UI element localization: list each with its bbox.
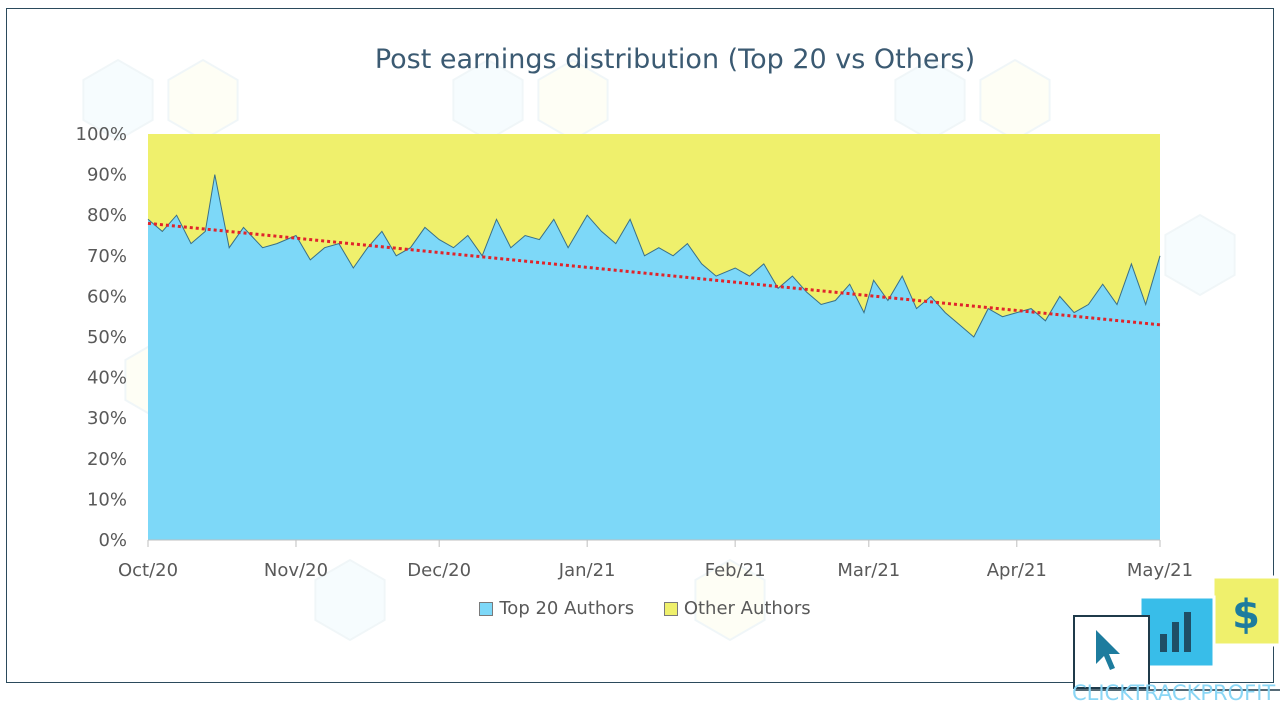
y-tick-label: 100%: [76, 124, 127, 145]
y-tick-label: 20%: [87, 449, 127, 470]
cursor-icon: [1096, 630, 1120, 670]
x-tick-label: Nov/20: [264, 560, 328, 581]
y-tick-label: 10%: [87, 489, 127, 510]
x-tick-label: May/21: [1127, 560, 1193, 581]
chart-title: Post earnings distribution (Top 20 vs Ot…: [374, 44, 976, 75]
y-tick-label: 50%: [87, 327, 127, 348]
legend-swatch-top20: [479, 602, 494, 616]
watermark-hexagon: [314, 558, 386, 642]
x-tick-label: Oct/20: [118, 560, 178, 581]
bar-chart-icon: [1160, 612, 1191, 652]
watermark-hexagon: [1164, 213, 1236, 297]
watermark-hexagon: [82, 58, 154, 142]
brand-logo: $ CLICKTRACKPROFIT: [1072, 572, 1280, 709]
x-tick-label: Feb/21: [705, 560, 766, 581]
logo-text-clicktrack: CLICKTRACK: [1072, 681, 1201, 705]
x-tick-label: Apr/21: [987, 560, 1047, 581]
legend-label-others: Other Authors: [683, 598, 811, 619]
legend-swatch-others: [663, 602, 678, 616]
watermark-hexagon: [694, 558, 766, 642]
x-tick-label: Mar/21: [837, 560, 900, 581]
series-boundary-line: [147, 174, 1161, 338]
legend: Top 20 Authors Other Authors: [0, 598, 1280, 619]
legend-item-top20: Top 20 Authors: [479, 598, 634, 619]
dollar-icon: $: [1232, 592, 1260, 638]
x-axis: Oct/20 Nov/20 Dec/20 Jan/21 Feb/21 Mar/21 Apr/…: [118, 539, 1193, 581]
y-tick-label: 30%: [87, 408, 127, 429]
y-axis: 0% 10% 20% 30% 40% 50% 60% 70% 80% 90% 100%: [76, 124, 127, 551]
plot-area: [147, 134, 1161, 540]
legend-label-top20: Top 20 Authors: [499, 598, 635, 619]
y-tick-label: 70%: [87, 246, 127, 267]
y-tick-label: 0%: [98, 530, 127, 551]
y-tick-label: 80%: [87, 205, 127, 226]
y-tick-label: 40%: [87, 368, 127, 389]
logo-wordmark: CLICKTRACKPROFIT: [1072, 681, 1280, 705]
y-tick-label: 60%: [87, 286, 127, 307]
dollar-tile: [1211, 575, 1280, 647]
trendline: [147, 221, 1161, 327]
legend-item-others: Other Authors: [663, 598, 811, 619]
logo-text-profit: PROFIT: [1200, 681, 1276, 705]
series-area-top-20-authors: [148, 174, 1160, 540]
x-tick-label: Dec/20: [407, 560, 471, 581]
x-tick-label: Jan/21: [558, 560, 616, 581]
y-tick-label: 90%: [87, 165, 127, 186]
